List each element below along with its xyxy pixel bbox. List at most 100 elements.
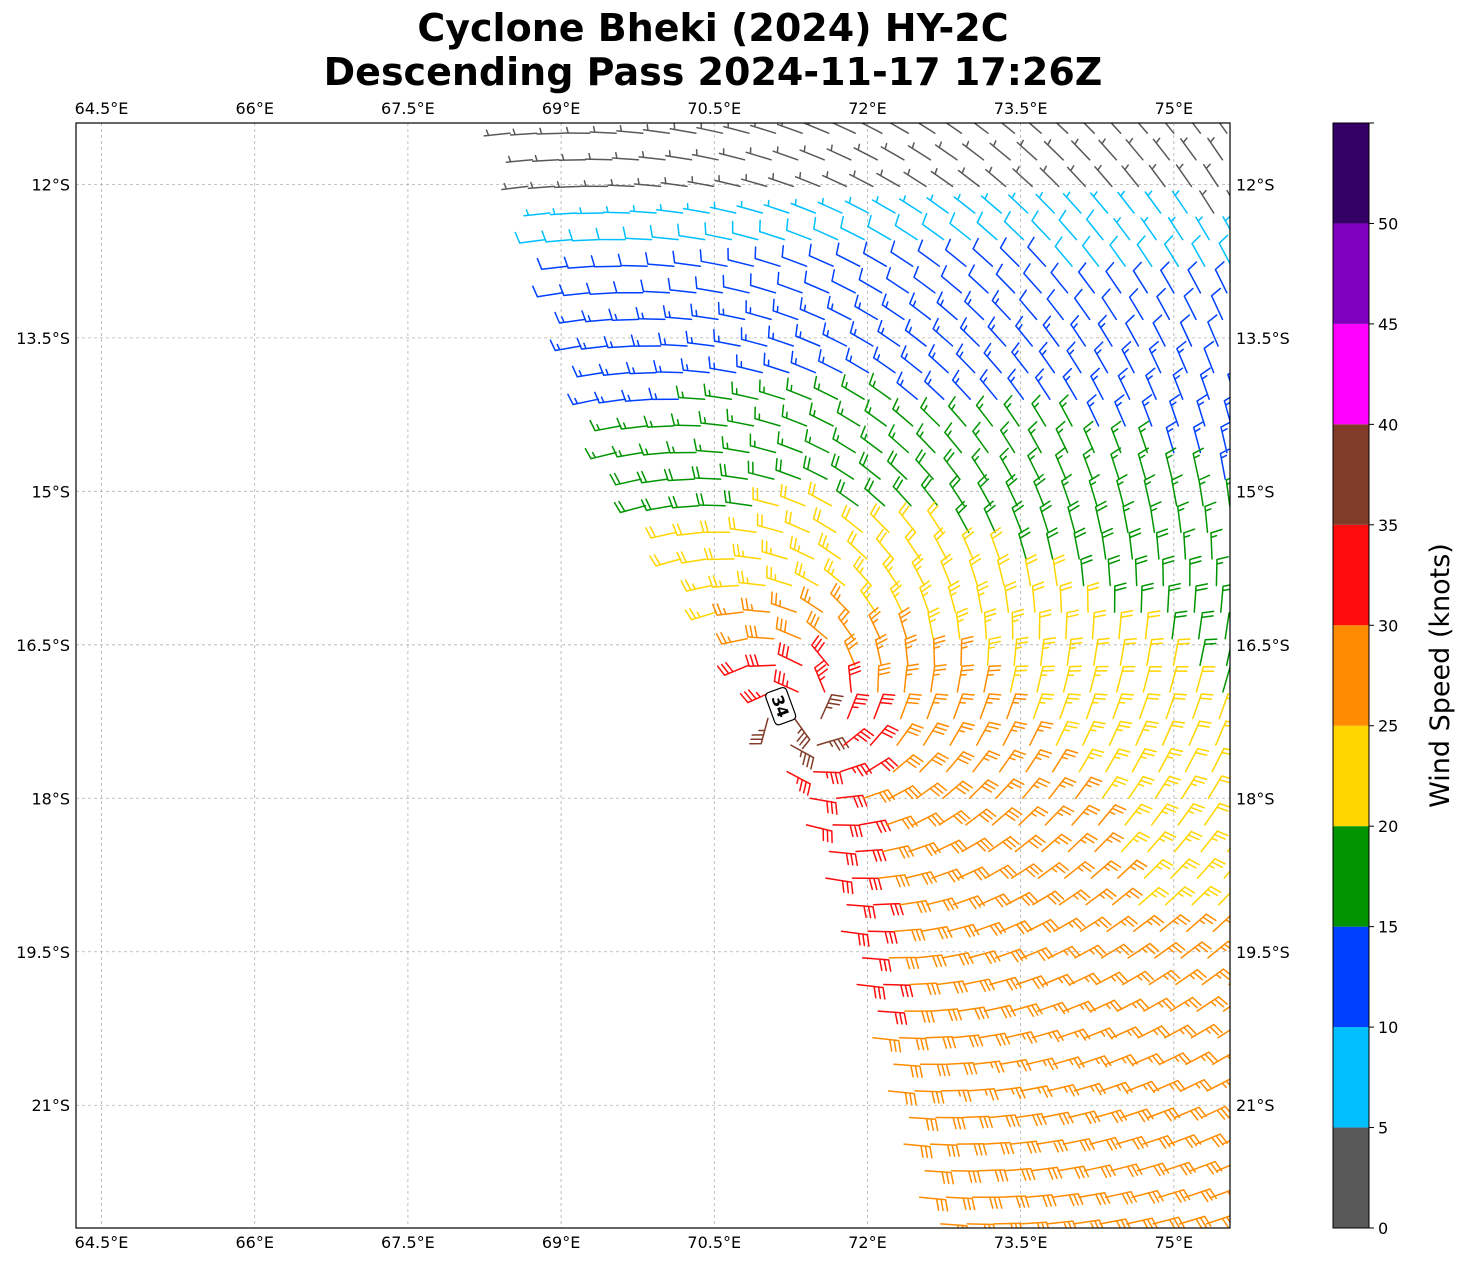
wind-barb xyxy=(844,633,858,667)
wind-barb xyxy=(736,200,764,214)
wind-barb xyxy=(1152,137,1171,161)
wind-barb xyxy=(1110,1163,1143,1178)
wind-barb xyxy=(1134,555,1148,587)
wind-barb xyxy=(1179,1215,1212,1228)
wind-barb xyxy=(648,387,679,401)
wind-barb xyxy=(653,360,684,374)
wind-barb xyxy=(775,457,802,480)
wind-barb xyxy=(1219,448,1230,480)
wind-barb xyxy=(1110,447,1122,480)
wind-barb xyxy=(940,265,963,294)
wind-barb xyxy=(1080,554,1093,587)
wind-barb xyxy=(790,350,817,374)
wind-barb xyxy=(749,273,777,294)
wind-barb xyxy=(1027,421,1042,454)
wind-barb xyxy=(1004,581,1017,613)
wind-barb xyxy=(889,785,922,800)
wind-barb xyxy=(602,206,631,214)
wind-barb xyxy=(1031,394,1047,427)
wind-barb xyxy=(912,812,945,827)
wind-barb xyxy=(862,789,896,803)
wind-barb xyxy=(1090,191,1109,214)
wind-barb xyxy=(786,377,812,400)
wind-barb xyxy=(1199,367,1211,400)
wind-barb xyxy=(1073,288,1091,321)
wind-barb xyxy=(888,123,910,134)
wind-barb xyxy=(1005,891,1038,906)
wind-barb xyxy=(806,610,828,640)
colorbar-segment xyxy=(1333,223,1369,324)
colorbar-segment xyxy=(1333,1127,1369,1228)
wind-barb xyxy=(1030,1166,1063,1180)
wind-barb xyxy=(1002,721,1028,746)
wind-barb xyxy=(776,123,803,134)
wind-barb xyxy=(740,597,771,613)
wind-barb xyxy=(1225,646,1230,667)
wind-barb xyxy=(667,277,697,294)
wind-barb xyxy=(918,1196,949,1212)
wind-barb xyxy=(1000,920,1033,935)
lon-tick-label-top: 72°E xyxy=(848,99,886,118)
colorbar-tick-label: 0 xyxy=(1378,1219,1388,1238)
wind-barb xyxy=(967,1088,999,1101)
wind-barb xyxy=(836,400,861,427)
wind-barb xyxy=(549,208,578,216)
wind-barb xyxy=(1238,530,1249,559)
wind-barb xyxy=(1005,474,1018,507)
wind-barb xyxy=(976,580,989,613)
wind-barb xyxy=(1136,1162,1170,1177)
wind-barb xyxy=(670,413,702,427)
wind-barb xyxy=(625,361,657,375)
wind-barb xyxy=(752,486,780,507)
wind-barb xyxy=(1119,637,1138,667)
wind-barb xyxy=(803,123,830,134)
wind-barb xyxy=(971,448,988,480)
wind-barb xyxy=(594,391,626,404)
lat-tick-label-right: 13.5°S xyxy=(1236,329,1290,348)
wind-barb xyxy=(1093,637,1110,667)
wind-barb xyxy=(1106,915,1138,933)
wind-barb xyxy=(1062,1138,1095,1152)
wind-barb xyxy=(509,128,538,136)
wind-barb xyxy=(1127,942,1160,959)
wind-barb xyxy=(694,276,724,294)
wind-barb xyxy=(887,1090,917,1106)
wind-barb xyxy=(1135,720,1159,746)
wind-barb xyxy=(747,460,775,480)
colorbar-segment xyxy=(1333,926,1369,1028)
wind-barb xyxy=(1125,314,1140,347)
lat-tick-label-left: 18°S xyxy=(31,789,70,808)
wind-barb xyxy=(1185,1051,1218,1066)
wind-barb xyxy=(629,205,657,214)
wind-barb xyxy=(877,662,891,693)
wind-barb xyxy=(961,527,975,560)
wind-barb xyxy=(890,240,914,267)
wind-barb xyxy=(1211,1189,1230,1199)
colorbar-segment xyxy=(1333,524,1369,626)
wind-barb xyxy=(1033,473,1046,507)
wind-barb xyxy=(1035,192,1056,214)
wind-barb xyxy=(873,693,896,720)
wind-barb xyxy=(696,123,724,134)
colorbar-tick-label: 10 xyxy=(1378,1018,1398,1037)
wind-barb xyxy=(1169,666,1189,693)
wind-barb xyxy=(869,503,890,534)
wind-barb xyxy=(1217,1029,1230,1039)
wind-barb xyxy=(841,374,865,400)
lat-tick-label-right: 18°S xyxy=(1236,789,1275,808)
wind-barb xyxy=(779,484,806,507)
wind-barb xyxy=(889,580,903,613)
wind-barb xyxy=(708,356,737,374)
lat-tick-label-left: 12°S xyxy=(31,175,70,194)
wind-barb xyxy=(1094,832,1124,853)
wind-barb xyxy=(985,166,1007,188)
wind-barb xyxy=(802,455,828,480)
wind-barb xyxy=(531,154,560,162)
wind-barb xyxy=(685,330,715,347)
wind-barb xyxy=(972,421,989,454)
wind-barb xyxy=(809,402,834,427)
wind-barb xyxy=(855,848,887,862)
wind-barb xyxy=(1108,720,1133,746)
wind-barb xyxy=(1174,1106,1207,1121)
wind-barb xyxy=(1059,581,1072,613)
